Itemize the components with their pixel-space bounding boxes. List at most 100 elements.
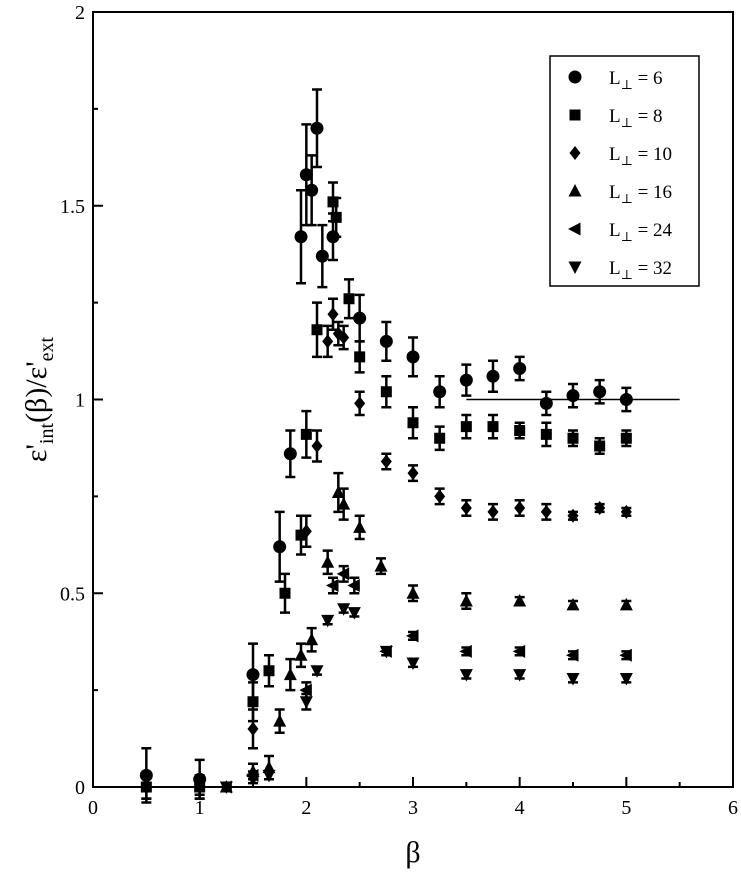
legend-label: L⊥ = 10 xyxy=(609,144,672,168)
data-point xyxy=(619,597,633,611)
data-point xyxy=(619,648,632,662)
legend-label: L⊥ = 16 xyxy=(609,182,672,206)
data-point xyxy=(594,440,606,452)
data-point xyxy=(330,211,342,223)
x-tick-label: 4 xyxy=(515,797,525,819)
data-point xyxy=(305,632,319,646)
data-point xyxy=(459,373,473,387)
data-point xyxy=(353,520,367,533)
data-point xyxy=(321,555,335,568)
data-point xyxy=(315,249,329,263)
data-point xyxy=(327,307,339,322)
legend-item: L⊥ = 24 xyxy=(568,220,673,244)
data-point xyxy=(336,567,350,581)
data-point xyxy=(567,432,579,444)
legend-label: L⊥ = 24 xyxy=(609,220,673,244)
data-point xyxy=(273,540,287,554)
series-triangle-up xyxy=(219,471,633,793)
legend-label: L⊥ = 32 xyxy=(609,258,672,282)
data-point xyxy=(326,579,339,592)
y-tick-label: 2 xyxy=(75,2,85,24)
data-point xyxy=(299,168,313,182)
data-point xyxy=(353,311,367,325)
legend-label: L⊥ = 8 xyxy=(609,106,663,130)
data-point xyxy=(294,648,308,661)
data-point xyxy=(459,644,472,658)
x-axis-label: β xyxy=(405,836,420,869)
data-point xyxy=(338,330,350,345)
data-point xyxy=(283,447,297,461)
data-point xyxy=(540,504,552,519)
data-point xyxy=(513,669,527,682)
data-point xyxy=(433,385,447,399)
legend-item: L⊥ = 32 xyxy=(568,258,672,282)
x-tick-label: 1 xyxy=(195,797,205,819)
data-point xyxy=(407,466,419,481)
data-point xyxy=(406,657,420,670)
legend-marker xyxy=(569,146,581,160)
data-point xyxy=(347,607,361,620)
legend-item: L⊥ = 16 xyxy=(568,182,672,206)
data-point xyxy=(407,417,419,429)
data-point xyxy=(434,432,446,444)
data-point xyxy=(283,667,297,681)
data-point xyxy=(379,645,393,659)
legend: L⊥ = 6 L⊥ = 8 L⊥ = 10 L⊥ = 16 L⊥ = 24 L⊥ = 32 xyxy=(549,55,700,287)
series-triangle-down xyxy=(219,603,633,794)
y-label-part: (β)/ε' xyxy=(20,361,53,423)
data-point xyxy=(273,714,287,727)
data-point xyxy=(374,559,388,572)
data-point xyxy=(300,428,312,440)
data-point xyxy=(327,196,339,208)
data-point xyxy=(566,389,580,403)
data-point xyxy=(262,769,276,783)
y-label-part: ε' xyxy=(20,444,53,462)
data-point xyxy=(459,594,473,607)
data-point xyxy=(514,501,526,515)
data-point xyxy=(539,396,553,410)
y-tick-label: 1 xyxy=(75,390,85,412)
data-point xyxy=(406,350,420,364)
y-tick-label: 1.5 xyxy=(60,196,85,218)
x-tick-label: 5 xyxy=(621,797,631,819)
data-point xyxy=(540,428,552,440)
data-point xyxy=(514,425,526,436)
data-point xyxy=(620,432,632,444)
data-point xyxy=(246,773,260,787)
data-point xyxy=(311,439,323,453)
data-point xyxy=(487,504,499,519)
y-tick-label: 0 xyxy=(75,777,85,799)
data-point xyxy=(247,696,259,708)
data-point xyxy=(406,586,420,599)
data-point xyxy=(354,351,366,363)
y-tick-label: 0.5 xyxy=(60,583,85,605)
data-point xyxy=(311,324,323,336)
data-point xyxy=(295,529,307,541)
legend-marker xyxy=(568,261,582,274)
y-label-subscript: ext xyxy=(36,336,58,361)
data-point xyxy=(279,587,291,599)
data-point xyxy=(379,334,393,348)
data-point xyxy=(566,648,579,662)
data-point xyxy=(512,644,526,658)
data-point xyxy=(343,293,355,305)
data-point xyxy=(310,121,324,135)
data-point xyxy=(247,721,259,736)
data-point xyxy=(380,454,392,469)
data-point xyxy=(263,665,275,677)
data-point xyxy=(294,230,308,244)
axes: 0 1 2 3 4 5 6 0 0.5 1 1.5 2 β ε'int(β)/ε'ext xyxy=(20,2,738,869)
data-point xyxy=(513,594,527,607)
data-point xyxy=(434,489,446,504)
data-point xyxy=(300,524,312,539)
data-point xyxy=(567,508,579,523)
data-layer xyxy=(139,88,633,804)
legend-label: L⊥ = 6 xyxy=(609,68,663,92)
data-point xyxy=(305,183,319,197)
y-label-subscript: int xyxy=(36,423,58,445)
data-point xyxy=(321,614,335,628)
legend-item: L⊥ = 6 xyxy=(568,68,663,92)
legend-marker xyxy=(568,184,582,197)
data-point xyxy=(594,501,606,515)
